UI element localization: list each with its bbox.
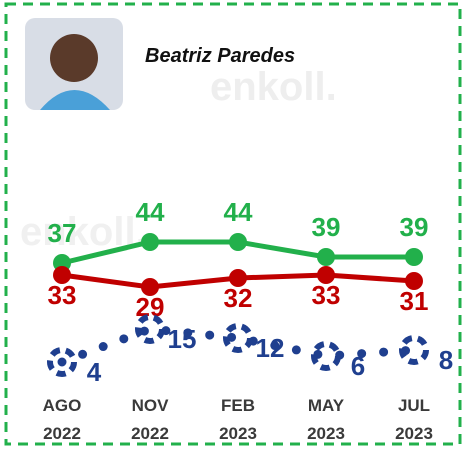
x-tick-label: NOV 2022 bbox=[110, 392, 190, 448]
data-label: 44 bbox=[224, 197, 253, 227]
data-label: 29 bbox=[136, 292, 165, 322]
data-label: 31 bbox=[400, 286, 429, 316]
data-label: 33 bbox=[312, 280, 341, 310]
data-label: 6 bbox=[351, 351, 365, 381]
chart: enkoll. enkoll. Beatriz Paredes 37444439… bbox=[0, 0, 466, 449]
chart-canvas: enkoll. enkoll. Beatriz Paredes 37444439… bbox=[0, 0, 466, 449]
data-label: 15 bbox=[168, 324, 197, 354]
data-label: 37 bbox=[48, 218, 77, 248]
x-tick-label: MAY 2023 bbox=[286, 392, 366, 448]
data-label: 12 bbox=[256, 333, 285, 363]
watermark: enkoll. bbox=[210, 65, 337, 109]
data-label: 4 bbox=[87, 357, 102, 387]
data-label: 44 bbox=[136, 197, 165, 227]
data-label: 33 bbox=[48, 280, 77, 310]
data-label: 39 bbox=[400, 212, 429, 242]
x-tick-label: AGO 2022 bbox=[22, 392, 102, 448]
chart-title: Beatriz Paredes bbox=[145, 45, 295, 67]
x-tick-label: FEB 2023 bbox=[198, 392, 278, 448]
point bbox=[229, 233, 247, 251]
data-label: 39 bbox=[312, 212, 341, 242]
point bbox=[317, 248, 335, 266]
data-label: 32 bbox=[224, 283, 253, 313]
point bbox=[141, 233, 159, 251]
x-tick-label: JUL 2023 bbox=[374, 392, 454, 448]
data-label: 8 bbox=[439, 345, 453, 375]
portrait-head bbox=[50, 34, 98, 82]
point bbox=[405, 248, 423, 266]
